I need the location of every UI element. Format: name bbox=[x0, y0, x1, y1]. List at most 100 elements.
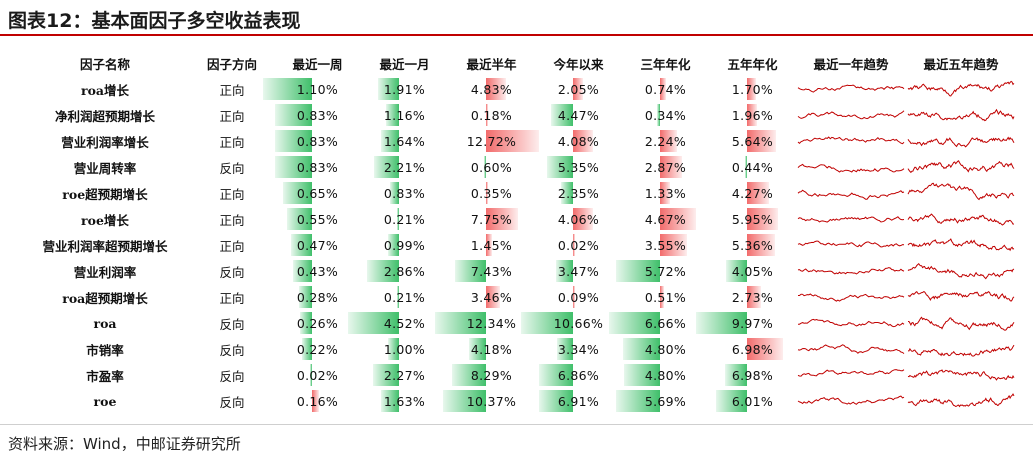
return-value-label: 0.83% bbox=[383, 185, 426, 201]
sparkline bbox=[908, 344, 1015, 357]
positive-return-bar bbox=[486, 104, 488, 126]
negative-return-bar bbox=[557, 338, 573, 360]
return-cell: 0.09% bbox=[535, 284, 622, 310]
return-value-label: 5.35% bbox=[557, 159, 600, 175]
negative-return-bar bbox=[716, 390, 747, 412]
return-cell: 4.47% bbox=[535, 102, 622, 128]
header-direction: 因子方向 bbox=[206, 56, 257, 72]
positive-return-bar bbox=[573, 286, 575, 308]
factor-direction-cell: 正向 bbox=[219, 212, 245, 228]
return-value-label: 2.21% bbox=[383, 159, 426, 175]
trend-5y-cell bbox=[906, 362, 1016, 388]
negative-return-bar bbox=[390, 182, 399, 204]
return-cell: 5.69% bbox=[616, 388, 709, 414]
trend-5y-cell bbox=[906, 128, 1016, 154]
negative-return-bar bbox=[469, 338, 486, 360]
sparkline-path bbox=[907, 238, 1015, 252]
return-value-label: 10.37% bbox=[466, 393, 517, 409]
return-value-label: 0.21% bbox=[383, 211, 426, 227]
return-cell: 0.51% bbox=[622, 284, 709, 310]
return-value-label: 4.52% bbox=[383, 315, 426, 331]
positive-return-bar bbox=[486, 78, 506, 100]
return-cell: 2.27% bbox=[361, 362, 448, 388]
return-cell: 4.80% bbox=[622, 336, 709, 362]
return-cell: 10.66% bbox=[521, 310, 622, 336]
return-cell: 4.06% bbox=[535, 206, 622, 232]
sparkline bbox=[797, 395, 905, 405]
trend-1y-cell bbox=[796, 180, 906, 206]
table-row: 市盈率 反向 0.02% 2.27% 8.29% 6.86% 4.80% 6.98% bbox=[20, 362, 1016, 388]
return-cell: 2.73% bbox=[709, 284, 796, 310]
sparkline-path bbox=[797, 110, 905, 120]
return-value-label: 5.64% bbox=[731, 133, 774, 149]
trend-1y-cell bbox=[796, 102, 906, 128]
sparkline bbox=[797, 240, 905, 248]
return-value-label: 1.91% bbox=[383, 81, 426, 97]
trend-5y-cell bbox=[906, 206, 1016, 232]
return-cell: 1.33% bbox=[622, 180, 709, 206]
sparkline-path bbox=[907, 182, 1015, 201]
return-value-label: 1.96% bbox=[731, 107, 774, 123]
header-1y-trend: 最近一年趋势 bbox=[813, 56, 889, 72]
return-cell: 0.21% bbox=[361, 284, 448, 310]
header-3y-annualized: 三年年化 bbox=[640, 56, 691, 72]
return-value-label: 2.86% bbox=[383, 263, 426, 279]
return-cell: 3.34% bbox=[535, 336, 622, 362]
factor-name-cell: roa增长 bbox=[80, 82, 130, 98]
negative-return-bar bbox=[310, 364, 312, 386]
negative-return-bar bbox=[397, 286, 399, 308]
return-value-label: 0.43% bbox=[296, 263, 339, 279]
trend-5y-cell bbox=[906, 232, 1016, 258]
sparkline bbox=[907, 238, 1015, 252]
trend-1y-cell bbox=[796, 310, 906, 336]
table-row: 营业利润率 反向 0.43% 2.86% 7.43% 3.47% 5.72% 4.05% bbox=[20, 258, 1016, 284]
negative-return-bar bbox=[283, 182, 312, 204]
negative-return-bar bbox=[725, 364, 747, 386]
negative-return-bar bbox=[291, 234, 312, 256]
header-ytd: 今年以来 bbox=[553, 56, 604, 72]
sparkline-path bbox=[907, 80, 1015, 97]
table-header-row: 因子名称 因子方向 最近一周 最近一月 最近半年 今年以来 三年年化 五年年化 … bbox=[20, 50, 1016, 76]
return-value-label: 2.73% bbox=[731, 289, 774, 305]
header-last-week: 最近一周 bbox=[292, 56, 343, 72]
return-value-label: 1.00% bbox=[383, 341, 426, 357]
trend-1y-cell bbox=[796, 128, 906, 154]
negative-return-bar bbox=[275, 130, 312, 152]
positive-return-bar bbox=[486, 208, 518, 230]
return-cell: 0.83% bbox=[274, 128, 361, 154]
return-cell: 5.36% bbox=[709, 232, 796, 258]
return-value-label: 0.28% bbox=[296, 289, 339, 305]
return-value-label: 3.47% bbox=[557, 263, 600, 279]
return-cell: 0.16% bbox=[274, 388, 361, 414]
sparkline bbox=[907, 136, 1015, 148]
return-value-label: 1.70% bbox=[731, 81, 774, 97]
return-cell: 0.99% bbox=[361, 232, 448, 258]
return-value-label: 10.66% bbox=[553, 315, 604, 331]
header-factor-name: 因子名称 bbox=[79, 56, 130, 72]
return-value-label: 6.98% bbox=[731, 367, 774, 383]
negative-return-bar bbox=[623, 338, 660, 360]
return-value-label: 12.72% bbox=[466, 133, 517, 149]
trend-1y-cell bbox=[796, 76, 906, 102]
negative-return-bar bbox=[381, 130, 399, 152]
return-value-label: 5.36% bbox=[731, 237, 774, 253]
positive-return-bar bbox=[660, 130, 677, 152]
sparkline bbox=[797, 267, 905, 275]
table-row: 营业利润率超预期增长 正向 0.47% 0.99% 1.45% 0.02% 3.55% 5.3… bbox=[20, 232, 1016, 258]
negative-return-bar bbox=[443, 390, 486, 412]
factor-direction-cell: 反向 bbox=[219, 342, 245, 358]
negative-return-bar bbox=[293, 260, 312, 282]
sparkline-path bbox=[798, 293, 905, 302]
positive-return-bar bbox=[660, 286, 664, 308]
return-value-label: 0.83% bbox=[296, 159, 339, 175]
sparkline-path bbox=[797, 216, 905, 223]
return-cell: 5.72% bbox=[616, 258, 709, 284]
return-value-label: 6.01% bbox=[731, 393, 774, 409]
return-value-label: 9.97% bbox=[731, 315, 774, 331]
negative-return-bar bbox=[263, 78, 312, 100]
return-value-label: 6.98% bbox=[731, 341, 774, 357]
return-value-label: 4.47% bbox=[557, 107, 600, 123]
return-cell: 0.47% bbox=[274, 232, 361, 258]
return-cell: 5.95% bbox=[709, 206, 796, 232]
return-cell: 6.66% bbox=[609, 310, 709, 336]
